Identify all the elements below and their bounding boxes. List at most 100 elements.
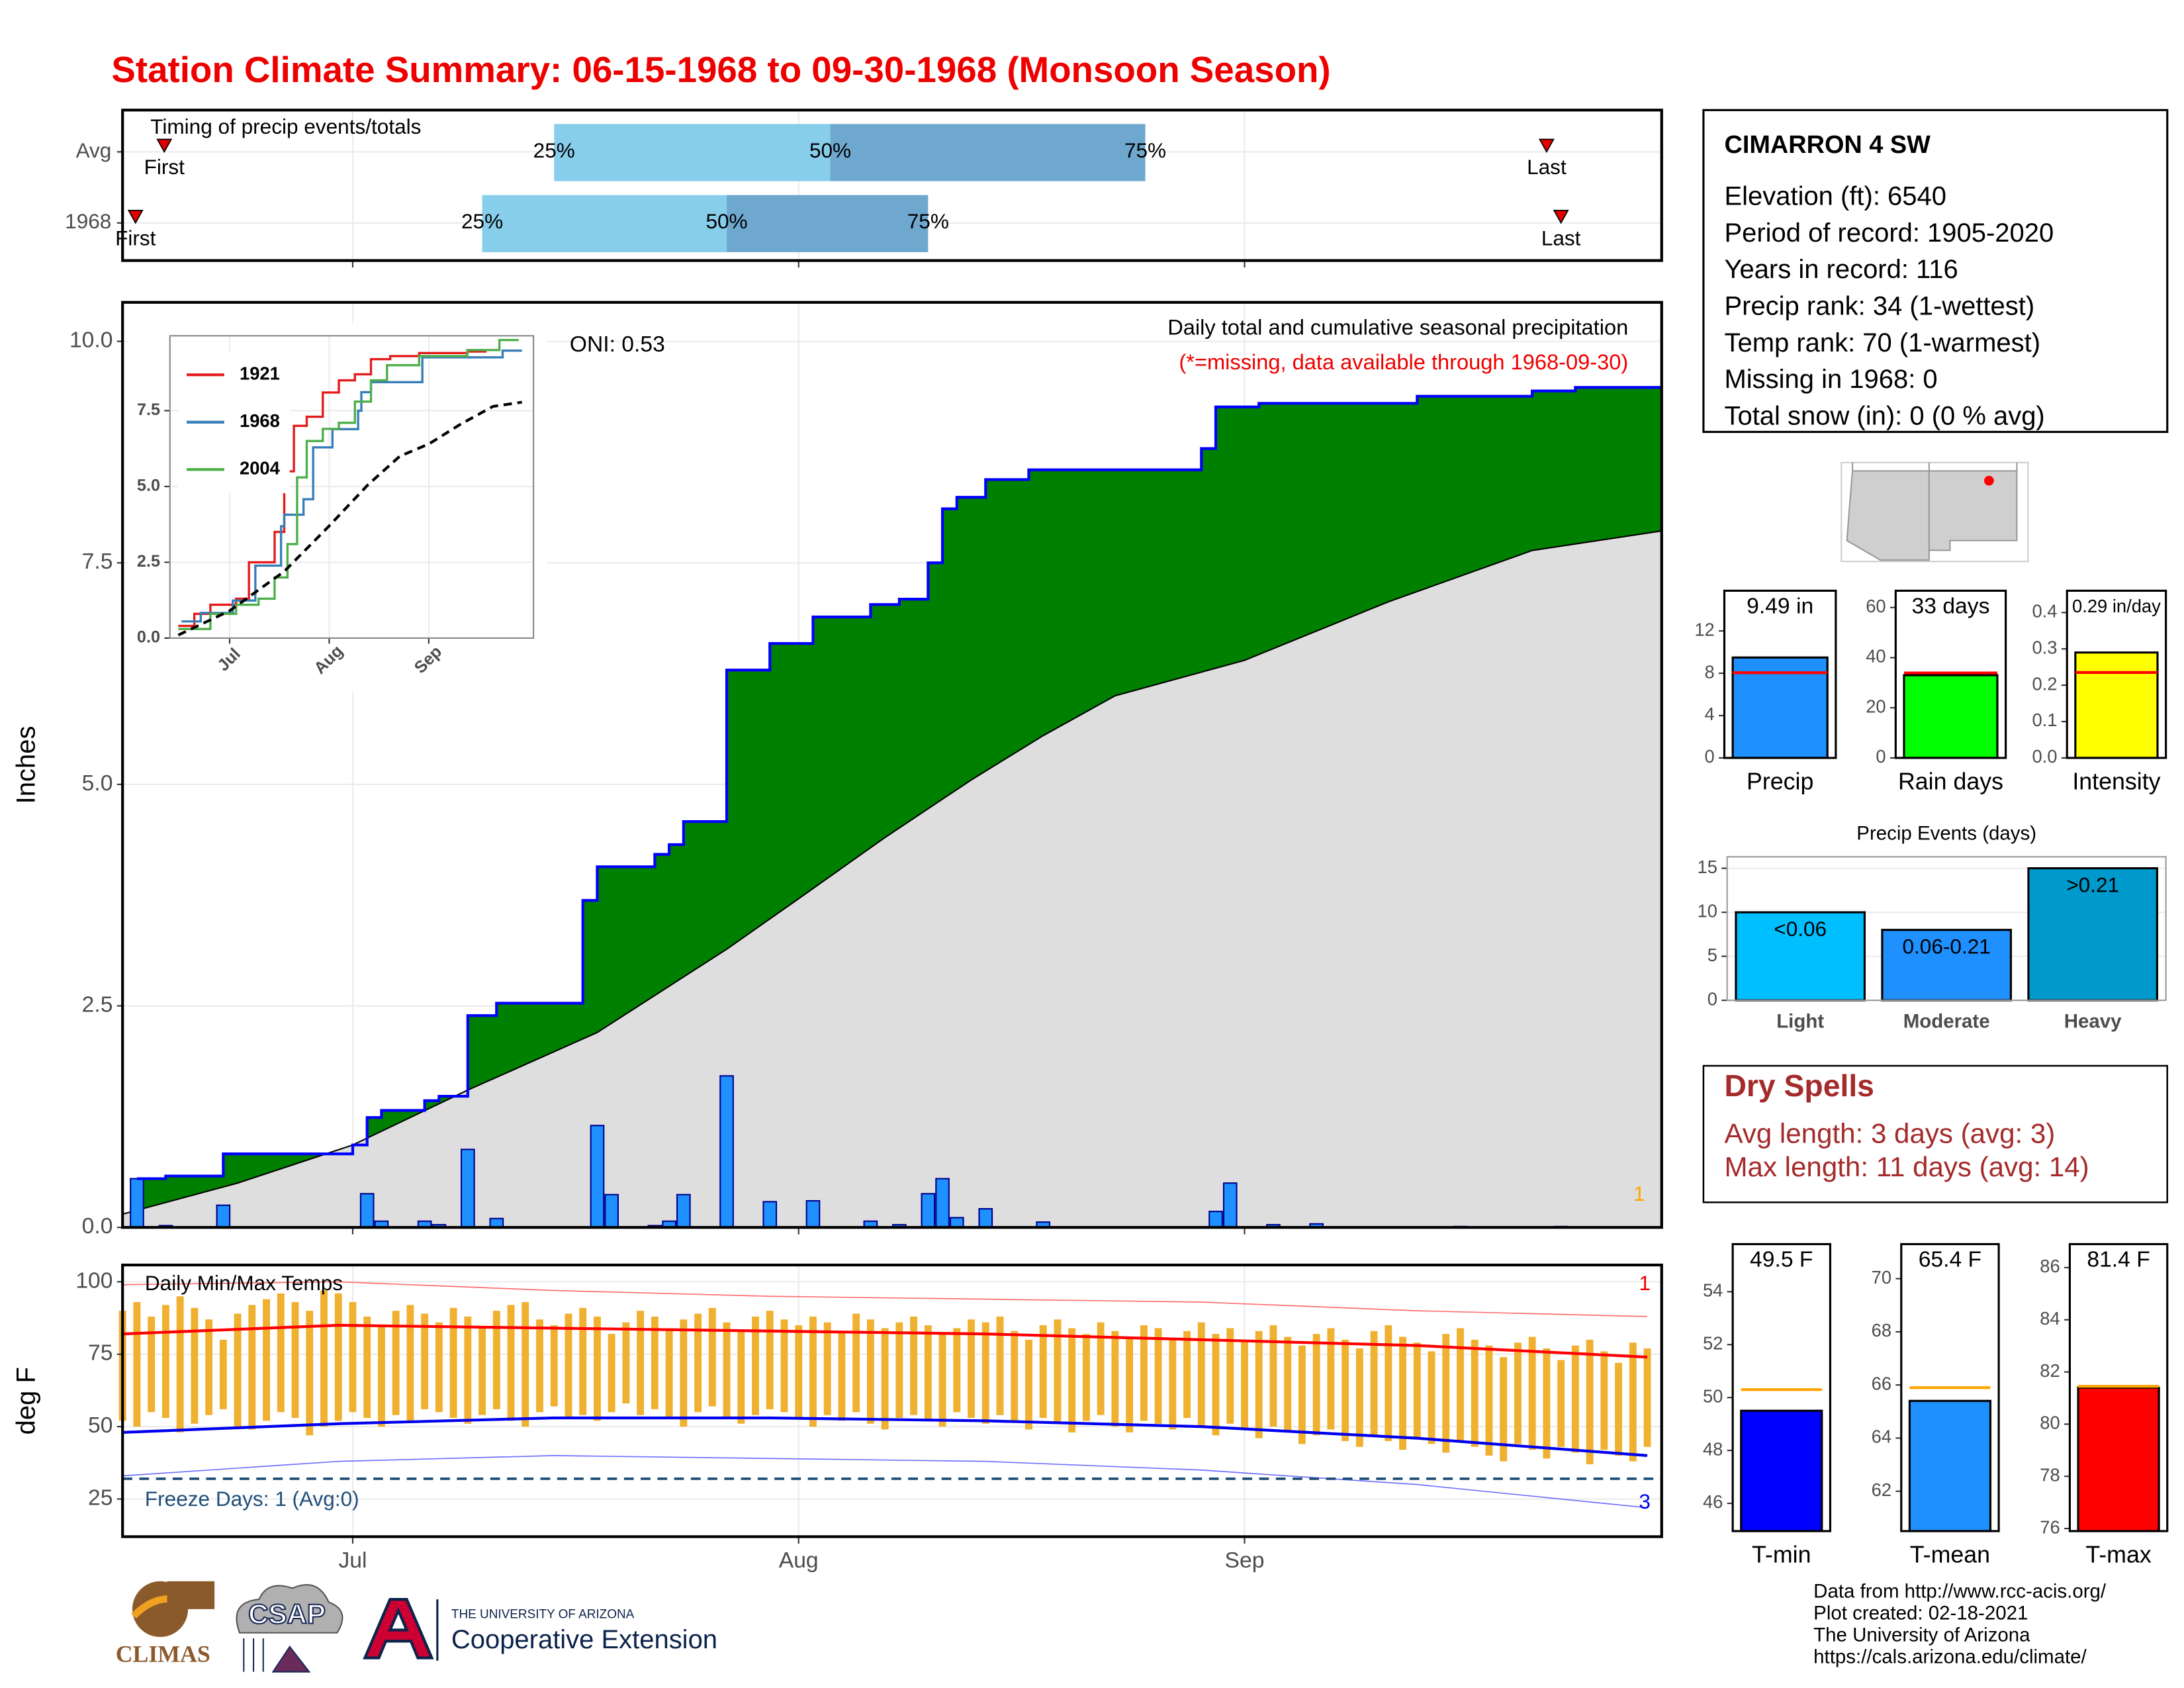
daily-temp-bar	[838, 1331, 846, 1421]
daily-temp-bar	[291, 1302, 299, 1419]
dry-spell-info: Max length: 11 days (avg: 14)	[1724, 1151, 2089, 1182]
plot-frame	[2068, 1243, 2169, 1532]
y-tick-label: 0.4	[2032, 601, 2057, 622]
daily-temp-bar	[1011, 1331, 1019, 1421]
y-tick-label: 40	[1866, 646, 1886, 667]
chart-title: Daily total and cumulative seasonal prec…	[1167, 314, 1628, 339]
row-label: Avg	[76, 138, 112, 162]
map-region	[1846, 470, 1930, 561]
daily-temp-bar	[795, 1325, 803, 1419]
daily-temp-bar	[550, 1325, 558, 1407]
cumulative-line	[136, 386, 1662, 1180]
daily-temp-bar	[1025, 1339, 1032, 1430]
daily-temp-bar	[449, 1307, 457, 1419]
daily-temp-bar	[1586, 1339, 1594, 1465]
bar-label: 0.06-0.21	[1903, 934, 1991, 958]
daily-temp-bar	[1485, 1345, 1493, 1456]
logos: CLIMAS CSAP THE UNIVERSITY OF ARIZONA Co…	[116, 1581, 717, 1673]
daily-temp-bar	[565, 1313, 572, 1419]
daily-temp-bar	[1413, 1342, 1421, 1438]
climas-logo	[167, 1581, 215, 1609]
daily-temp-bar	[464, 1316, 472, 1424]
daily-temp-bar	[953, 1328, 961, 1413]
daily-temp-bar	[320, 1290, 328, 1427]
daily-temp-bar	[766, 1311, 774, 1409]
daily-temp-bar	[1226, 1328, 1234, 1424]
daily-temp-bar	[1169, 1339, 1177, 1430]
state-map	[1841, 461, 2029, 563]
y-tick-label: 2.5	[82, 992, 113, 1017]
daily-temp-bar	[148, 1316, 156, 1413]
y-axis-title: Inches	[12, 726, 41, 804]
station-info: Missing in 1968: 0	[1724, 365, 1937, 394]
daily-temp-bar	[334, 1293, 342, 1421]
event-label: Last	[1541, 226, 1581, 250]
daily-temp-bar	[377, 1325, 385, 1427]
logo-text: CSAP	[248, 1598, 326, 1629]
bar	[1740, 1409, 1823, 1532]
y-tick-label: 84	[2040, 1308, 2060, 1329]
daily-temp-bar	[1140, 1325, 1148, 1421]
y-tick-label: 48	[1703, 1438, 1723, 1459]
chart-title: Timing of precip events/totals	[150, 115, 421, 138]
y-tick-label: 66	[1872, 1373, 1891, 1393]
event-marker	[156, 138, 173, 154]
y-tick-label: 82	[2040, 1360, 2060, 1381]
y-tick-label: 10.0	[69, 328, 113, 353]
bar	[1881, 929, 2012, 1002]
y-tick-label: 76	[2040, 1517, 2060, 1537]
daily-temp-bar	[1471, 1339, 1479, 1447]
legend-label: 1921	[240, 363, 280, 383]
daily-precip-bar	[1208, 1211, 1223, 1229]
daily-temp-bar	[1457, 1328, 1464, 1442]
daily-temp-bar	[1615, 1362, 1623, 1456]
daily-temp-bar	[1269, 1325, 1277, 1427]
y-tick-label: 68	[1872, 1320, 1891, 1340]
y-tick-label: 0	[1705, 746, 1715, 767]
daily-temp-bar	[1528, 1336, 1536, 1450]
y-tick-label: 20	[1866, 696, 1886, 716]
y-tick-label: 7.5	[137, 400, 160, 419]
daily-precip-bar	[921, 1193, 936, 1229]
plot-frame	[1894, 589, 2007, 759]
daily-precip-bar	[359, 1193, 375, 1229]
x-tick-label: Heavy	[2064, 1011, 2122, 1033]
daily-temp-bar	[579, 1307, 587, 1415]
y-tick-label: 54	[1703, 1280, 1723, 1301]
category-label: T-mean	[1910, 1541, 1990, 1568]
daily-temp-bar	[809, 1316, 817, 1427]
y-tick-label: 62	[1872, 1479, 1891, 1500]
daily-temp-bar	[1154, 1328, 1162, 1424]
daily-temp-bar	[1197, 1322, 1205, 1427]
daily-temp-bar	[507, 1305, 515, 1421]
station-info: Precip rank: 34 (1-wettest)	[1724, 292, 2034, 321]
row-label: 1968	[65, 209, 111, 233]
bar	[1903, 674, 1999, 759]
station-info: Temp rank: 70 (1-warmest)	[1724, 328, 2040, 357]
daily-temp-bar	[737, 1331, 745, 1424]
event-label: First	[144, 155, 185, 179]
daily-temp-bar	[694, 1313, 702, 1413]
station-name: CIMARRON 4 SW	[1724, 131, 1931, 159]
daily-temp-bar	[205, 1319, 213, 1415]
bar	[2027, 867, 2158, 1002]
bar	[1908, 1399, 1992, 1532]
daily-temp-bar	[1054, 1319, 1062, 1424]
quartile-label: 25%	[461, 209, 503, 233]
chart-subtitle: (*=missing, data available through 1968-…	[1179, 350, 1628, 374]
x-tick-label: Sep	[1225, 1548, 1265, 1573]
x-tick-label: Light	[1776, 1011, 1824, 1033]
daily-precip-bar	[719, 1075, 734, 1229]
daily-temp-bar	[1514, 1342, 1522, 1444]
y-tick-label: 46	[1703, 1491, 1723, 1512]
year-line	[178, 338, 519, 630]
bar	[2077, 1386, 2160, 1532]
daily-temp-bar	[1183, 1331, 1191, 1419]
plot-frame	[1731, 1243, 1832, 1532]
quartile-bar	[830, 124, 1146, 181]
daily-temp-bar	[938, 1334, 946, 1427]
record-high-count: 1	[1639, 1271, 1651, 1295]
y-tick-label: 0.1	[2032, 710, 2057, 730]
daily-precip-bar	[460, 1149, 475, 1229]
daily-temp-bar	[363, 1316, 371, 1419]
